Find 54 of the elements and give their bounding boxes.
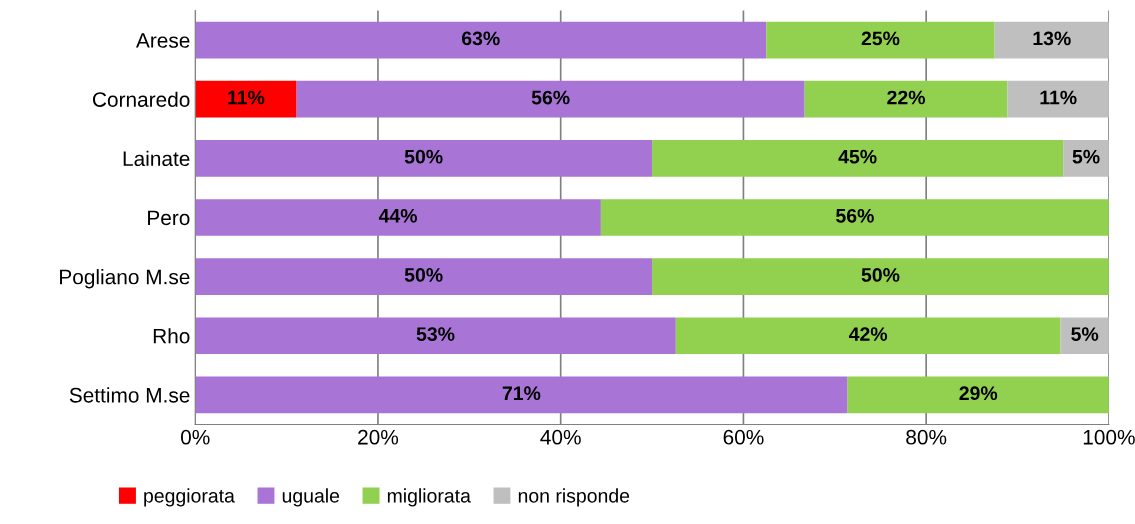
bar	[195, 199, 601, 236]
x-tick-label: 40%	[540, 429, 581, 445]
data-label: 56%	[531, 90, 570, 105]
y-tick-label: Pogliano M.se	[60, 269, 190, 289]
bar	[652, 258, 1109, 295]
bar	[195, 21, 767, 59]
y-tick-label: Rho	[153, 328, 190, 344]
data-label: 5%	[1072, 149, 1100, 164]
bar	[195, 317, 676, 355]
bar	[804, 80, 1008, 118]
legend-label: non risponde	[518, 488, 630, 507]
y-tick-label: Arese	[135, 33, 190, 48]
data-label: 22%	[887, 90, 926, 105]
legend-label: uguale	[282, 488, 340, 507]
y-tick-label: Cornaredo	[92, 91, 190, 107]
bar	[195, 80, 297, 118]
bar	[1007, 80, 1109, 118]
bar	[652, 139, 1064, 177]
legend-label: peggiorata	[144, 488, 235, 507]
data-label: 11%	[228, 90, 265, 105]
bar	[195, 258, 653, 295]
data-label: 42%	[848, 327, 888, 341]
x-tick-label: 80%	[906, 429, 947, 445]
x-tick-label: 100%	[1083, 429, 1135, 445]
data-label: 5%	[1071, 327, 1099, 341]
y-tick-label: Settimo M.se	[69, 387, 190, 403]
data-label: 50%	[861, 268, 900, 282]
bar	[994, 21, 1109, 59]
data-label: 71%	[502, 386, 541, 401]
data-label: 56%	[836, 208, 874, 223]
bar	[195, 376, 848, 414]
data-label: 50%	[404, 268, 443, 282]
data-label: 25%	[861, 31, 900, 46]
data-label: 11%	[1040, 90, 1077, 105]
data-label: 29%	[959, 386, 998, 401]
bar	[195, 139, 653, 177]
data-label: 50%	[404, 149, 443, 164]
bar	[675, 317, 1061, 355]
legend-label: migliorata	[387, 488, 471, 507]
bar	[1060, 317, 1109, 355]
y-tick-label: Lainate	[123, 150, 190, 167]
bar	[766, 21, 995, 59]
x-tick-label: 0%	[180, 429, 210, 445]
y-tick-label: Pero	[148, 210, 190, 226]
bar	[296, 80, 805, 118]
data-label: 13%	[1033, 31, 1071, 46]
data-label: 53%	[416, 327, 455, 341]
x-tick-label: 20%	[358, 429, 399, 445]
bar	[600, 199, 1109, 236]
data-label: 63%	[462, 31, 500, 46]
x-tick-label: 60%	[723, 429, 764, 445]
data-label: 44%	[378, 208, 417, 223]
bar	[847, 376, 1109, 414]
data-label: 45%	[838, 149, 877, 164]
